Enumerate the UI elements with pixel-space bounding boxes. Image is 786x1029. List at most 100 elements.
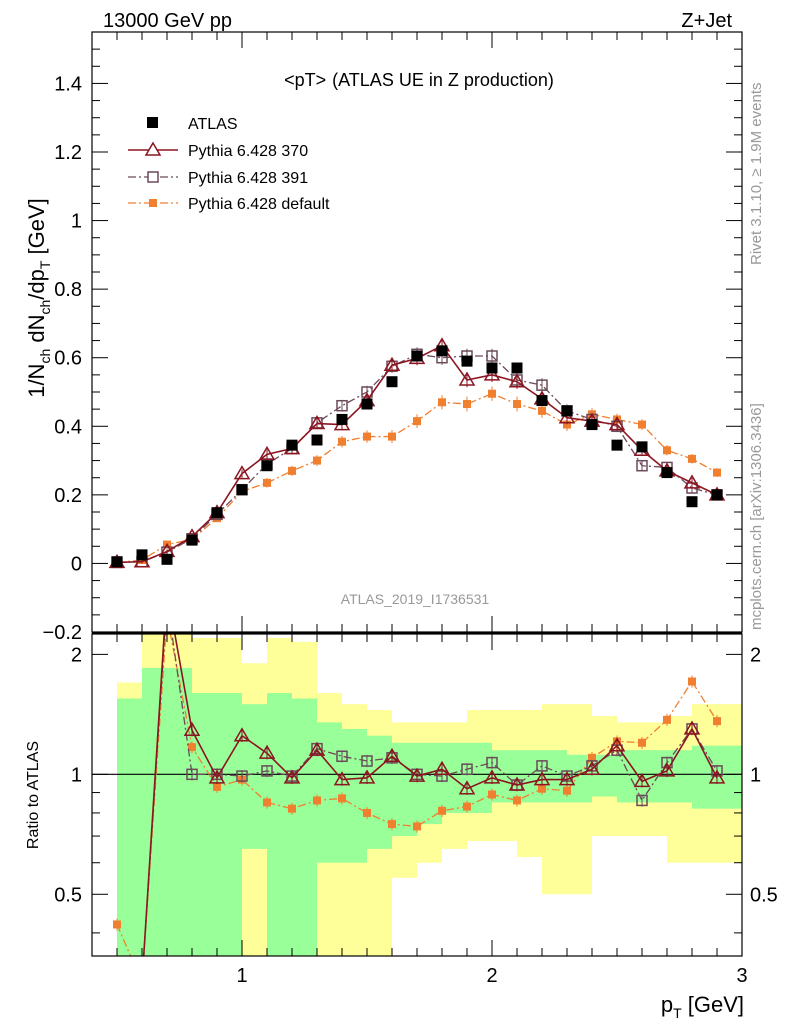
data-point-pythia-6-428-default [563, 420, 571, 429]
green-band-bin [392, 742, 417, 837]
ratio-point-pythia-6-428-391 [461, 763, 473, 775]
ratio-point-pythia-6-428-370 [333, 771, 351, 786]
data-point-atlas [511, 362, 523, 374]
green-band-bin [542, 750, 567, 803]
green-band-bin [442, 742, 467, 813]
ratio-y-tick-label-right: 0.5 [750, 884, 778, 906]
legend-marker-default [149, 199, 157, 207]
legend: ATLAS Pythia 6.428 370 Pythia 6.428 391 … [128, 116, 330, 213]
data-point-pythia-6-428-370 [258, 445, 276, 461]
y-tick-label: 0 [71, 553, 82, 575]
chart-title: <pT> (ATLAS UE in Z production) [284, 70, 554, 90]
main-plot-data [108, 337, 726, 569]
data-point-pythia-6-428-370 [483, 366, 501, 381]
data-point-pythia-6-428-default [538, 406, 546, 415]
ratio-point-pythia-6-428-391 [261, 765, 273, 777]
ratio-point-pythia-6-428-391 [236, 770, 248, 782]
ratio-y-axis-title: Ratio to ATLAS [25, 741, 42, 849]
ratio-y-tick-label: 1 [71, 764, 82, 786]
data-point-atlas [336, 413, 348, 425]
data-point-atlas [186, 534, 198, 546]
y-axis-title: 1/Nch dNch/dpT [GeV] [24, 198, 53, 398]
ratio-point-pythia-6-428-370 [358, 769, 376, 784]
green-band-bin [167, 667, 192, 956]
ratio-point-pythia-6-428-391 [336, 750, 348, 763]
ratio-point-pythia-6-428-370 [458, 780, 476, 795]
ratio-point-pythia-6-428-default [363, 808, 371, 817]
data-point-atlas [261, 460, 273, 472]
ratio-point-pythia-6-428-370 [233, 727, 251, 742]
data-point-atlas [211, 507, 223, 519]
ratio-point-pythia-6-428-370 [583, 760, 601, 775]
ratio-point-pythia-6-428-391 [186, 768, 198, 781]
data-point-pythia-6-428-default [388, 432, 396, 441]
data-point-atlas [361, 398, 373, 410]
data-point-pythia-6-428-default [313, 456, 321, 465]
data-point-atlas [586, 419, 598, 431]
ratio-point-pythia-6-428-default [688, 677, 696, 686]
green-band-bin [117, 698, 142, 956]
series-line-pythia-6-428-391 [116, 353, 718, 564]
ratio-point-pythia-6-428-370 [508, 776, 526, 791]
ratio-point-pythia-6-428-default [713, 717, 721, 726]
data-point-pythia-6-428-370 [133, 553, 151, 568]
data-point-pythia-6-428-370 [383, 356, 401, 372]
data-point-atlas [386, 376, 398, 388]
legend-label-atlas: ATLAS [188, 116, 238, 133]
ratio-point-pythia-6-428-370 [708, 769, 726, 784]
energy-label: 13000 GeV pp [103, 10, 232, 32]
ratio-y-tick-label-right: 1 [750, 764, 761, 786]
data-point-atlas [611, 439, 623, 451]
ratio-point-pythia-6-428-370 [183, 721, 201, 737]
series-line-pythia-6-428-370 [116, 344, 718, 564]
ratio-point-pythia-6-428-391 [536, 760, 548, 772]
data-point-pythia-6-428-default [513, 400, 521, 408]
ratio-point-pythia-6-428-default [188, 743, 196, 752]
ratio-point-pythia-6-428-370 [533, 771, 551, 786]
green-band-bin [367, 735, 392, 849]
y-tick-label: 0.2 [54, 485, 82, 507]
ratio-uncertainty-bands [117, 634, 742, 956]
ratio-point-pythia-6-428-370 [208, 769, 226, 784]
ratio-point-pythia-6-428-370 [658, 762, 676, 777]
data-point-atlas [111, 556, 123, 568]
ratio-point-pythia-6-428-370 [633, 772, 651, 788]
ratio-y-tick-label: 0.5 [54, 884, 82, 906]
legend-label-default: Pythia 6.428 default [188, 196, 330, 213]
y-tick-label: 0.8 [54, 279, 82, 301]
green-band-bin [292, 698, 317, 956]
data-point-atlas [661, 467, 673, 479]
green-band-bin [267, 692, 292, 956]
ratio-point-pythia-6-428-default [463, 802, 471, 811]
data-point-pythia-6-428-default [663, 446, 671, 455]
ratio-point-pythia-6-428-370 [433, 760, 451, 775]
data-point-pythia-6-428-370 [683, 474, 701, 489]
ratio-point-pythia-6-428-default [338, 794, 346, 803]
data-point-pythia-6-428-391 [336, 399, 348, 412]
ratio-point-pythia-6-428-default [113, 920, 121, 929]
data-point-atlas [161, 553, 173, 565]
y-tick-label: −0.2 [43, 622, 82, 644]
data-point-pythia-6-428-default [688, 454, 696, 463]
ratio-point-pythia-6-428-default [263, 798, 271, 807]
process-label: Z+Jet [681, 10, 732, 32]
ratio-point-pythia-6-428-default [288, 804, 296, 813]
ratio-point-pythia-6-428-370 [608, 737, 626, 752]
green-band-bin [492, 750, 517, 803]
ratio-point-pythia-6-428-391 [636, 794, 648, 807]
ratio-point-pythia-6-428-default [488, 790, 496, 799]
data-point-pythia-6-428-default [338, 437, 346, 446]
data-point-atlas [136, 549, 148, 561]
ratio-point-pythia-6-428-370 [308, 741, 326, 756]
y-tick-label: 1.2 [54, 142, 82, 164]
svg-text:1/Nch dNch/dpT [GeV]: 1/Nch dNch/dpT [GeV] [24, 198, 53, 398]
ratio-point-pythia-6-428-default [588, 753, 596, 762]
y-tick-label: 1.4 [54, 73, 82, 95]
legend-label-391: Pythia 6.428 391 [188, 170, 308, 187]
data-point-pythia-6-428-default [488, 389, 496, 398]
green-band-bin [592, 754, 617, 797]
y-tick-label: 0.4 [54, 416, 82, 438]
green-band-bin [317, 722, 342, 863]
ratio-point-pythia-6-428-370 [558, 771, 576, 786]
y-tick-label: 1 [71, 211, 82, 233]
